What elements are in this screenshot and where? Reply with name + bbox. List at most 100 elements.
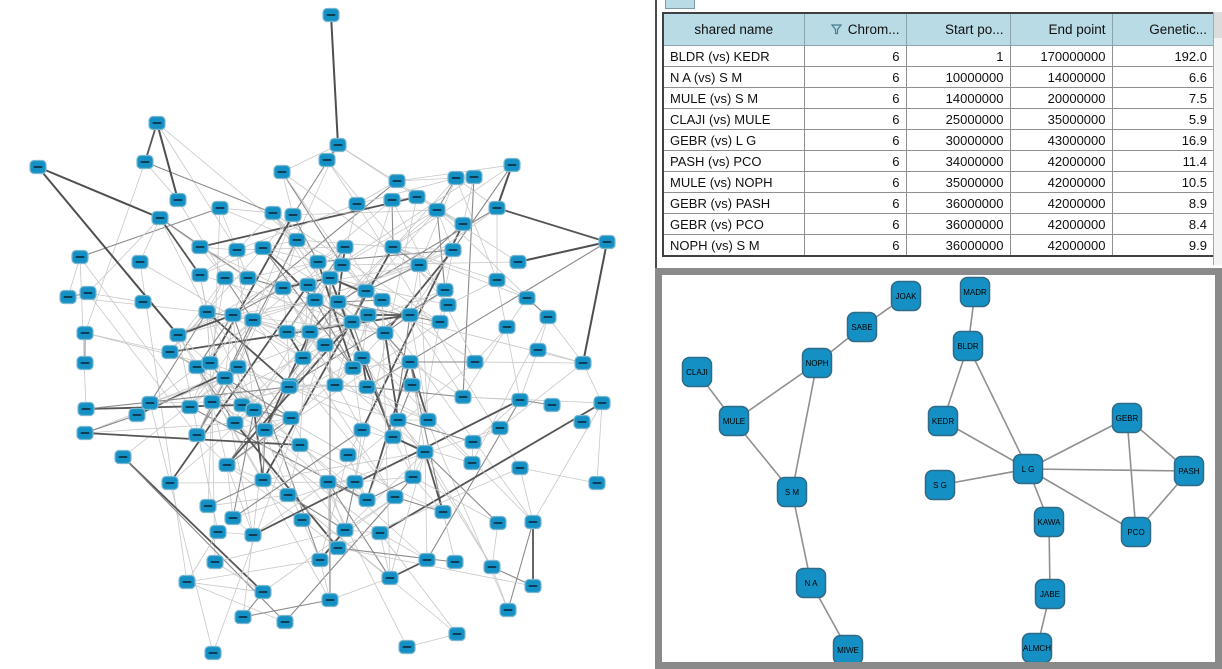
value-cell[interactable]: 42000000 — [1009, 150, 1113, 172]
network-node[interactable] — [131, 254, 149, 270]
table-row[interactable]: GEBR (vs) L G 6 30000000 43000000 16.9 — [662, 129, 1215, 151]
value-cell[interactable]: 6 — [803, 129, 907, 151]
network-node[interactable] — [488, 200, 506, 216]
network-node[interactable] — [59, 289, 77, 305]
value-cell[interactable]: 6 — [803, 213, 907, 235]
shared-name-cell[interactable]: N A (vs) S M — [662, 66, 805, 88]
network-node[interactable] — [76, 325, 94, 341]
network-node[interactable] — [188, 359, 206, 375]
node-s-g[interactable]: S G — [924, 469, 956, 501]
network-node[interactable] — [279, 487, 297, 503]
network-node[interactable] — [498, 319, 516, 335]
network-node[interactable] — [401, 307, 419, 323]
network-node[interactable] — [543, 397, 561, 413]
network-node[interactable] — [343, 314, 361, 330]
node-joak[interactable]: JOAK — [890, 280, 922, 312]
network-node[interactable] — [299, 277, 317, 293]
network-node[interactable] — [410, 257, 428, 273]
table-row[interactable]: MULE (vs) S M 6 14000000 20000000 7.5 — [662, 87, 1215, 109]
network-node[interactable] — [71, 249, 89, 265]
network-node[interactable] — [209, 524, 227, 540]
network-node[interactable] — [454, 389, 472, 405]
network-node[interactable] — [529, 342, 547, 358]
network-node[interactable] — [329, 540, 347, 556]
node-shape[interactable] — [924, 469, 956, 501]
network-node[interactable] — [348, 196, 366, 212]
shared-name-cell[interactable]: GEBR (vs) PCO — [662, 213, 805, 235]
value-cell[interactable]: 14000000 — [1009, 66, 1113, 88]
shared-name-cell[interactable]: GEBR (vs) L G — [662, 129, 805, 151]
network-node[interactable] — [488, 272, 506, 288]
column-header-endpoint[interactable]: End point — [1009, 12, 1113, 46]
node-kedr[interactable]: KEDR — [927, 405, 959, 437]
value-cell[interactable]: 170000000 — [1009, 45, 1113, 67]
value-cell[interactable]: 25000000 — [905, 108, 1011, 130]
value-cell[interactable]: 16.9 — [1111, 129, 1215, 151]
value-cell[interactable]: 42000000 — [1009, 171, 1113, 193]
shared-name-cell[interactable]: BLDR (vs) KEDR — [662, 45, 805, 67]
network-node[interactable] — [306, 292, 324, 308]
network-node[interactable] — [376, 325, 394, 341]
subnetwork-panel[interactable]: JOAK MADR SABE NOPH BLDR CLAJI MULE KEDR GEBR L G… — [655, 268, 1222, 669]
panel-tab-fragment[interactable] — [665, 0, 695, 9]
network-node[interactable] — [204, 645, 222, 661]
network-node[interactable] — [256, 422, 274, 438]
network-node[interactable] — [188, 427, 206, 443]
value-cell[interactable]: 8.9 — [1111, 192, 1215, 214]
network-node[interactable] — [416, 444, 434, 460]
network-node[interactable] — [234, 609, 252, 625]
table-scrollbar[interactable] — [1213, 12, 1222, 265]
network-node[interactable] — [593, 395, 611, 411]
network-node[interactable] — [439, 297, 457, 313]
network-node[interactable] — [273, 164, 291, 180]
value-cell[interactable]: 6 — [803, 150, 907, 172]
node-shape[interactable] — [681, 356, 713, 388]
network-node[interactable] — [419, 412, 437, 428]
network-node[interactable] — [398, 639, 416, 655]
network-node[interactable] — [244, 527, 262, 543]
network-node[interactable] — [216, 370, 234, 386]
network-node[interactable] — [198, 304, 216, 320]
node-mule[interactable]: MULE — [718, 405, 750, 437]
column-header-sharedname[interactable]: shared name — [662, 12, 805, 46]
value-cell[interactable]: 14000000 — [905, 87, 1011, 109]
network-node[interactable] — [358, 379, 376, 395]
network-node[interactable] — [134, 294, 152, 310]
network-node[interactable] — [465, 169, 483, 185]
node-gebr[interactable]: GEBR — [1111, 402, 1143, 434]
shared-name-cell[interactable]: NOPH (vs) S M — [662, 234, 805, 257]
network-node[interactable] — [384, 239, 402, 255]
table-row[interactable]: BLDR (vs) KEDR 6 1 170000000 192.0 — [662, 45, 1215, 67]
value-cell[interactable]: 35000000 — [905, 171, 1011, 193]
network-node[interactable] — [518, 290, 536, 306]
shared-name-cell[interactable]: PASH (vs) PCO — [662, 150, 805, 172]
network-node[interactable] — [524, 578, 542, 594]
shared-name-cell[interactable]: MULE (vs) S M — [662, 87, 805, 109]
network-node[interactable] — [76, 425, 94, 441]
value-cell[interactable]: 42000000 — [1009, 234, 1113, 257]
network-node[interactable] — [161, 344, 179, 360]
node-s-m[interactable]: S M — [776, 476, 808, 508]
network-node[interactable] — [294, 350, 312, 366]
node-almch[interactable]: ALMCH — [1021, 632, 1053, 663]
network-node[interactable] — [463, 455, 481, 471]
node-shape[interactable] — [959, 276, 991, 308]
network-node[interactable] — [358, 492, 376, 508]
network-node[interactable] — [136, 154, 154, 170]
network-node[interactable] — [353, 422, 371, 438]
network-node[interactable] — [76, 355, 94, 371]
network-node[interactable] — [574, 355, 592, 371]
value-cell[interactable]: 8.4 — [1111, 213, 1215, 235]
network-node[interactable] — [524, 514, 542, 530]
network-node[interactable] — [598, 234, 616, 250]
network-node[interactable] — [161, 475, 179, 491]
network-node[interactable] — [509, 254, 527, 270]
value-cell[interactable]: 6 — [803, 87, 907, 109]
network-node[interactable] — [489, 515, 507, 531]
filter-funnel-icon[interactable] — [830, 24, 842, 35]
network-node[interactable] — [181, 399, 199, 415]
network-node[interactable] — [216, 270, 234, 286]
table-row[interactable]: MULE (vs) NOPH 6 35000000 42000000 10.5 — [662, 171, 1215, 193]
network-node[interactable] — [151, 210, 169, 226]
node-shape[interactable] — [1173, 455, 1205, 487]
